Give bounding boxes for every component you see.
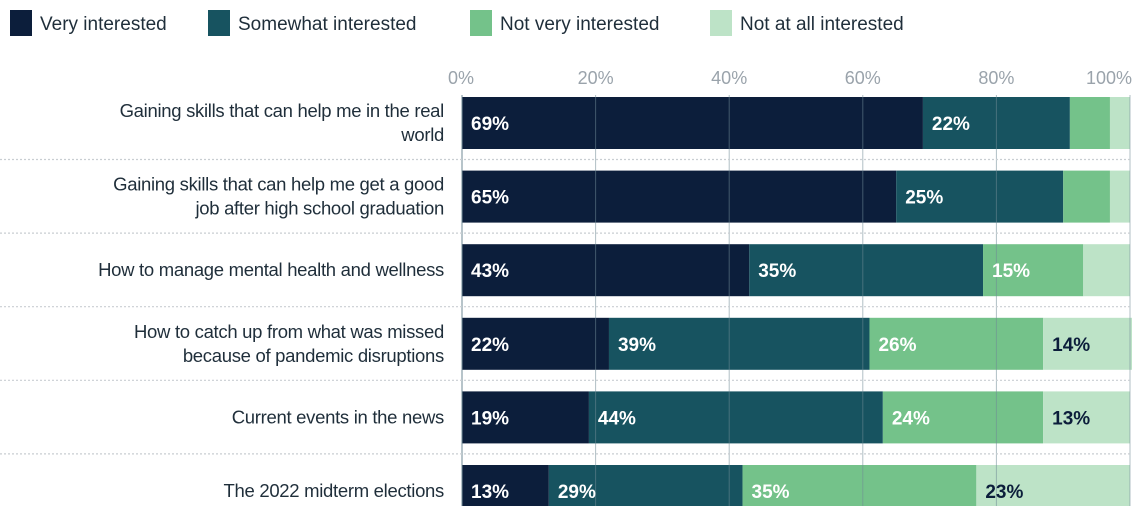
bar-somewhat-interested bbox=[548, 465, 743, 506]
category-label: job after high school graduation bbox=[194, 198, 444, 219]
category-label: world bbox=[400, 124, 444, 145]
category-label: Gaining skills that can help me get a go… bbox=[113, 174, 444, 195]
legend-label-not-at-all-interested: Not at all interested bbox=[740, 14, 904, 35]
category-label: The 2022 midterm elections bbox=[224, 480, 445, 501]
category-labels: Gaining skills that can help me in the r… bbox=[98, 100, 444, 501]
legend-swatch-not-very-interested bbox=[470, 10, 492, 36]
bar-not-at-all-interested bbox=[1109, 97, 1130, 149]
data-label-somewhat-interested: 22% bbox=[932, 114, 970, 135]
data-labels: 69% 22% 65% 25% 43% 35% 15% 22% 39% 26% 14% 19% 44% 2… bbox=[471, 114, 1090, 503]
bar-very-interested bbox=[462, 244, 750, 297]
category-label: Gaining skills that can help me in the r… bbox=[120, 100, 444, 121]
bar-somewhat-interested bbox=[608, 317, 870, 370]
legend-swatch-not-at-all-interested bbox=[710, 10, 732, 36]
bar-not-very-interested bbox=[1069, 97, 1110, 149]
data-label-very-interested: 69% bbox=[471, 114, 509, 135]
data-label-not-at-all-interested: 23% bbox=[985, 482, 1023, 503]
legend-label-not-very-interested: Not very interested bbox=[500, 14, 659, 35]
bar-very-interested bbox=[462, 465, 549, 506]
data-label-very-interested: 13% bbox=[471, 482, 509, 503]
data-label-somewhat-interested: 35% bbox=[758, 261, 796, 282]
data-label-not-at-all-interested: 14% bbox=[1052, 335, 1090, 356]
bar-not-very-interested bbox=[869, 317, 1044, 370]
bar-somewhat-interested bbox=[896, 170, 1064, 223]
data-label-somewhat-interested: 44% bbox=[598, 408, 636, 429]
row-separators bbox=[0, 158, 1132, 455]
category-label: because of pandemic disruptions bbox=[183, 345, 444, 366]
x-axis-ticks: 0% 20% 40% 60% 80% 100% bbox=[448, 68, 1132, 88]
category-label: Current events in the news bbox=[232, 406, 444, 427]
bar-not-at-all-interested bbox=[1109, 170, 1130, 223]
data-label-very-interested: 19% bbox=[471, 408, 509, 429]
data-label-very-interested: 43% bbox=[471, 261, 509, 282]
legend-label-somewhat-interested: Somewhat interested bbox=[238, 14, 417, 35]
bar-very-interested bbox=[462, 391, 589, 444]
legend-swatch-very-interested bbox=[10, 10, 32, 36]
data-label-not-very-interested: 26% bbox=[878, 335, 916, 356]
bar-very-interested bbox=[462, 170, 897, 223]
bar-not-at-all-interested bbox=[1043, 317, 1132, 370]
x-tick-label: 100% bbox=[1086, 68, 1132, 88]
bar-not-very-interested bbox=[983, 244, 1084, 297]
category-label: How to catch up from what was missed bbox=[134, 321, 444, 342]
data-label-not-at-all-interested: 13% bbox=[1052, 408, 1090, 429]
bar-not-very-interested bbox=[882, 391, 1044, 444]
bar-not-at-all-interested bbox=[1083, 244, 1130, 297]
data-label-somewhat-interested: 29% bbox=[558, 482, 596, 503]
x-tick-label: 80% bbox=[978, 68, 1014, 88]
bar-not-very-interested bbox=[1063, 170, 1110, 223]
data-label-very-interested: 22% bbox=[471, 335, 509, 356]
legend-swatch-somewhat-interested bbox=[208, 10, 230, 36]
bar-not-at-all-interested bbox=[976, 465, 1130, 506]
x-tick-label: 60% bbox=[845, 68, 881, 88]
bar-not-at-all-interested bbox=[1043, 391, 1130, 444]
bar-not-very-interested bbox=[742, 465, 977, 506]
legend: Very interested Somewhat interested Not ve… bbox=[10, 10, 904, 36]
bar-somewhat-interested bbox=[749, 244, 984, 297]
data-label-not-very-interested: 24% bbox=[892, 408, 930, 429]
bar-very-interested bbox=[462, 317, 609, 370]
x-tick-label: 20% bbox=[578, 68, 614, 88]
bar-very-interested bbox=[462, 97, 923, 149]
category-label: How to manage mental health and wellness bbox=[98, 259, 444, 280]
data-label-not-very-interested: 35% bbox=[752, 482, 790, 503]
data-label-somewhat-interested: 25% bbox=[905, 188, 943, 209]
x-tick-label: 0% bbox=[448, 68, 474, 88]
x-tick-label: 40% bbox=[711, 68, 747, 88]
data-label-somewhat-interested: 39% bbox=[618, 335, 656, 356]
bars bbox=[462, 97, 1132, 506]
bar-somewhat-interested bbox=[588, 391, 883, 444]
legend-label-very-interested: Very interested bbox=[40, 14, 167, 35]
data-label-not-very-interested: 15% bbox=[992, 261, 1030, 282]
gridlines bbox=[461, 95, 1131, 506]
data-label-very-interested: 65% bbox=[471, 188, 509, 209]
